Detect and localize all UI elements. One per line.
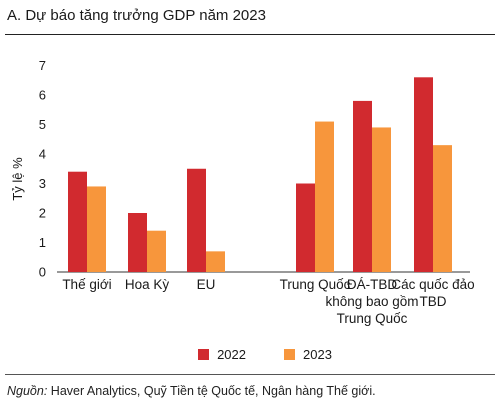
source-text: Haver Analytics, Quỹ Tiền tệ Quốc tế, Ng… (47, 384, 376, 398)
legend-item-2022: 2022 (198, 347, 246, 362)
x-tick-label: Thế giới (62, 277, 111, 292)
legend-label-2023: 2023 (303, 346, 332, 362)
y-tick-label: 2 (39, 206, 46, 221)
x-tick-label: Trung Quốc (337, 311, 408, 326)
y-axis-label: Tỷ lệ % (10, 157, 25, 201)
bars-group (68, 77, 452, 273)
source-note: Nguồn: Haver Analytics, Quỹ Tiền tệ Quốc… (7, 384, 376, 398)
y-axis-ticks: 0 1 2 3 4 5 6 7 (39, 58, 46, 280)
y-tick-label: 5 (39, 117, 46, 132)
bar-2023-3 (315, 121, 334, 272)
x-tick-label: Trung Quốc (280, 277, 351, 292)
title-divider (5, 34, 495, 35)
y-tick-label: 4 (39, 147, 46, 162)
bar-2023-5 (433, 145, 452, 272)
y-tick-label: 6 (39, 88, 46, 103)
x-tick-label: Hoa Kỳ (125, 277, 170, 292)
legend-swatch-2022 (198, 348, 210, 360)
legend: 2022 2023 (0, 344, 500, 364)
y-tick-label: 1 (39, 235, 46, 250)
chart-title: A. Dự báo tăng trưởng GDP năm 2023 (7, 7, 266, 24)
x-tick-label: Các quốc đảo (391, 277, 474, 292)
bar-chart: 0 1 2 3 4 5 6 7 Tỷ lệ % Thế giới Hoa Kỳ EU Trung Q… (10, 58, 475, 326)
x-tick-label: EU (197, 277, 216, 292)
bar-2022-1 (128, 213, 147, 272)
bar-2022-3 (296, 183, 315, 272)
legend-label-2022: 2022 (217, 346, 246, 362)
bar-2023-1 (147, 230, 166, 272)
legend-swatch-2023 (284, 348, 295, 360)
bar-2022-2 (187, 168, 206, 272)
bar-2023-0 (87, 186, 106, 272)
bar-2022-5 (414, 77, 433, 272)
x-tick-label: ĐÁ-TBD (347, 277, 398, 292)
bar-2023-2 (206, 251, 225, 272)
x-tick-label: TBD (420, 294, 447, 309)
footer-divider (5, 374, 495, 375)
source-label: Nguồn: (7, 384, 48, 398)
bar-2022-0 (68, 171, 87, 272)
bar-2022-4 (353, 100, 372, 273)
y-tick-label: 7 (39, 58, 46, 73)
x-tick-label: không bao gồm (325, 294, 418, 309)
y-tick-label: 3 (39, 176, 46, 191)
legend-item-2023: 2023 (284, 347, 332, 362)
y-tick-label: 0 (39, 265, 46, 280)
bar-2023-4 (372, 127, 391, 272)
